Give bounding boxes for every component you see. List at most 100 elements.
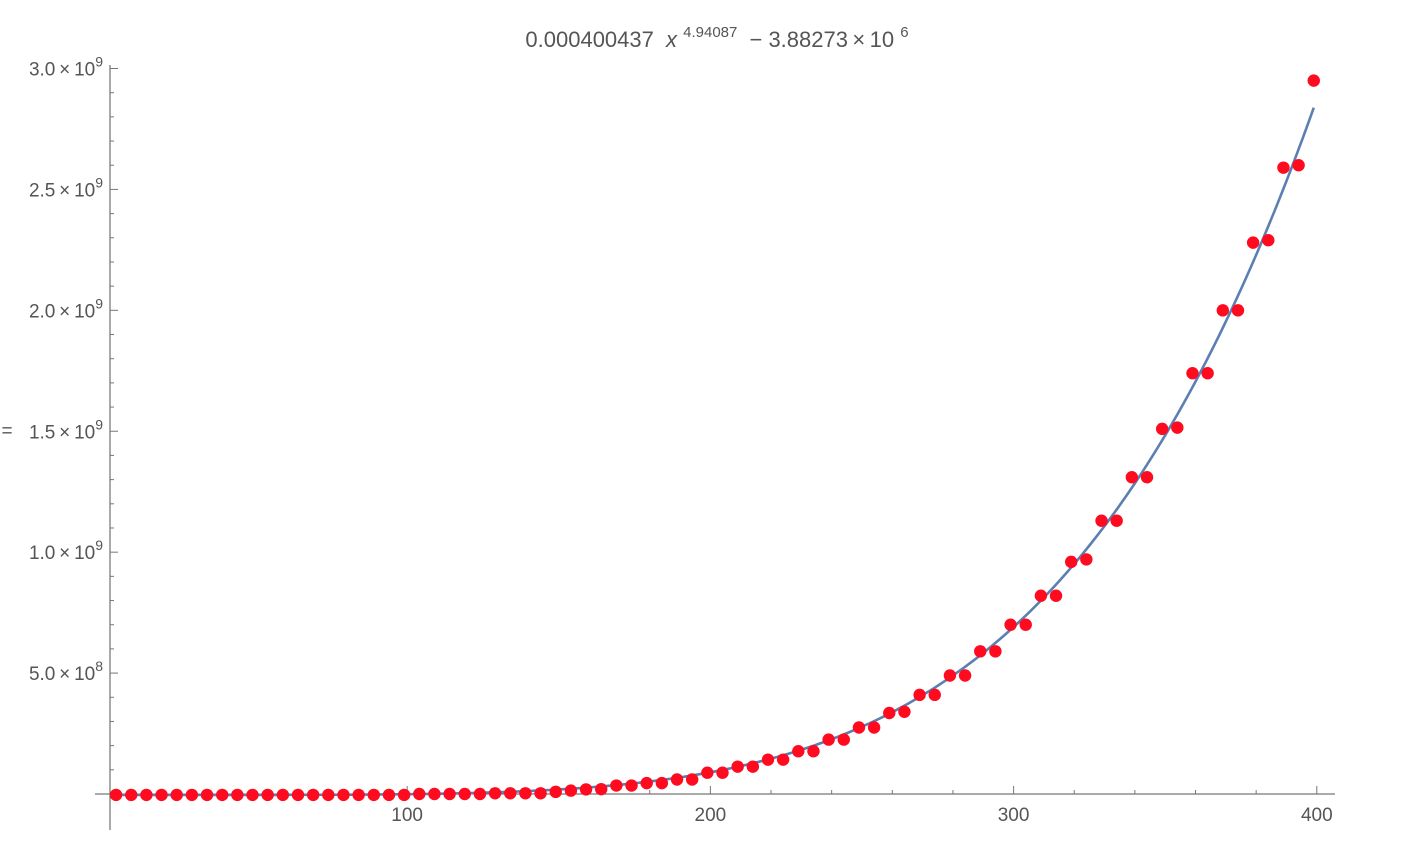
data-point xyxy=(367,788,380,802)
data-point xyxy=(155,788,168,802)
data-point xyxy=(1262,234,1275,247)
data-point xyxy=(579,783,593,796)
y-tick-label: 2.0 × 109 xyxy=(29,295,103,322)
data-point xyxy=(1065,555,1078,569)
data-point xyxy=(1277,161,1290,174)
data-point xyxy=(746,760,760,773)
data-point xyxy=(716,766,729,779)
data-point xyxy=(685,773,699,786)
data-point xyxy=(125,788,138,802)
data-point xyxy=(1019,618,1032,631)
x-tick-label: 400 xyxy=(1301,805,1333,826)
y-axis-label: = xyxy=(1,421,12,442)
y-tick-label: 1.5 × 109 xyxy=(29,416,103,443)
data-point xyxy=(215,788,229,802)
title-variable: x xyxy=(665,27,678,52)
data-point xyxy=(852,721,866,734)
data-point xyxy=(564,784,578,797)
title-offset-exponent: 6 xyxy=(900,24,908,41)
data-point xyxy=(701,766,714,779)
data-point xyxy=(397,788,411,802)
title-exponent: 4.94087 xyxy=(683,24,737,41)
data-point xyxy=(291,788,305,802)
data-point xyxy=(776,753,790,766)
data-point xyxy=(261,788,274,802)
data-point xyxy=(883,706,896,720)
y-axis-ticks: 5.0 × 108 1.0 × 109 1.5 × 109 2.0 × 109 2.5 … xyxy=(29,54,118,771)
data-point xyxy=(807,745,820,758)
x-axis-ticks: 100 200 300 400 xyxy=(164,786,1333,826)
x-tick-label: 100 xyxy=(391,805,423,826)
data-point xyxy=(989,645,1002,658)
data-point xyxy=(231,788,244,802)
data-point xyxy=(1216,304,1230,317)
data-point xyxy=(761,753,775,766)
y-tick-label: 5.0 × 108 xyxy=(29,658,103,685)
data-point xyxy=(943,669,957,682)
x-tick-label: 300 xyxy=(998,805,1030,826)
data-point xyxy=(428,787,441,801)
data-point xyxy=(731,760,744,773)
y-tick-label: 3.0 × 109 xyxy=(29,54,103,81)
data-points xyxy=(109,74,1320,802)
x-tick-label: 200 xyxy=(695,805,727,826)
data-point xyxy=(382,788,396,802)
data-point xyxy=(443,787,456,801)
data-point xyxy=(1049,589,1063,602)
data-point xyxy=(1034,589,1048,602)
data-point xyxy=(655,776,669,790)
data-point xyxy=(1004,618,1017,631)
data-point xyxy=(1307,74,1320,87)
data-point xyxy=(246,788,259,802)
y-tick-label: 1.0 × 109 xyxy=(29,537,103,564)
data-point xyxy=(109,788,123,802)
data-point xyxy=(200,788,214,802)
data-point xyxy=(974,645,987,658)
data-point xyxy=(837,733,850,746)
data-point xyxy=(595,782,608,796)
data-point xyxy=(352,788,365,802)
title-coefficient: 0.000400437 xyxy=(525,27,653,52)
data-point xyxy=(1125,471,1139,484)
data-point xyxy=(1292,159,1305,172)
data-point xyxy=(1186,367,1199,380)
data-point xyxy=(185,788,199,802)
data-point xyxy=(625,779,638,792)
data-point xyxy=(140,788,153,802)
data-point xyxy=(610,779,623,792)
data-point xyxy=(519,787,532,800)
data-point xyxy=(1155,422,1169,436)
data-point xyxy=(822,733,835,746)
data-point xyxy=(898,705,911,718)
data-point xyxy=(413,787,426,801)
data-point xyxy=(322,788,335,802)
data-point xyxy=(670,773,684,786)
data-point xyxy=(504,787,517,800)
data-point xyxy=(928,688,941,702)
data-point xyxy=(792,745,805,758)
data-point xyxy=(913,688,926,702)
data-point xyxy=(867,721,881,734)
data-point xyxy=(170,788,183,802)
data-point xyxy=(1140,471,1154,484)
data-point xyxy=(1201,367,1214,380)
data-point xyxy=(337,788,350,802)
chart-title: 0.000400437 x 4.94087 − 3.88273 × 10 6 xyxy=(525,17,908,52)
data-point xyxy=(1171,421,1184,434)
data-point xyxy=(1080,553,1093,566)
title-offset: − 3.88273 × 10 xyxy=(749,27,894,52)
data-point xyxy=(549,785,562,799)
data-point xyxy=(1110,514,1123,527)
data-point xyxy=(1246,236,1260,249)
data-point xyxy=(488,787,502,800)
fit-curve xyxy=(116,107,1315,797)
axes xyxy=(95,65,1335,830)
data-point xyxy=(458,787,471,801)
data-point xyxy=(958,669,972,682)
data-point xyxy=(473,787,487,801)
y-tick-label: 2.5 × 109 xyxy=(29,174,103,201)
data-point xyxy=(1095,514,1108,527)
data-point xyxy=(534,787,547,800)
data-point xyxy=(306,788,320,802)
